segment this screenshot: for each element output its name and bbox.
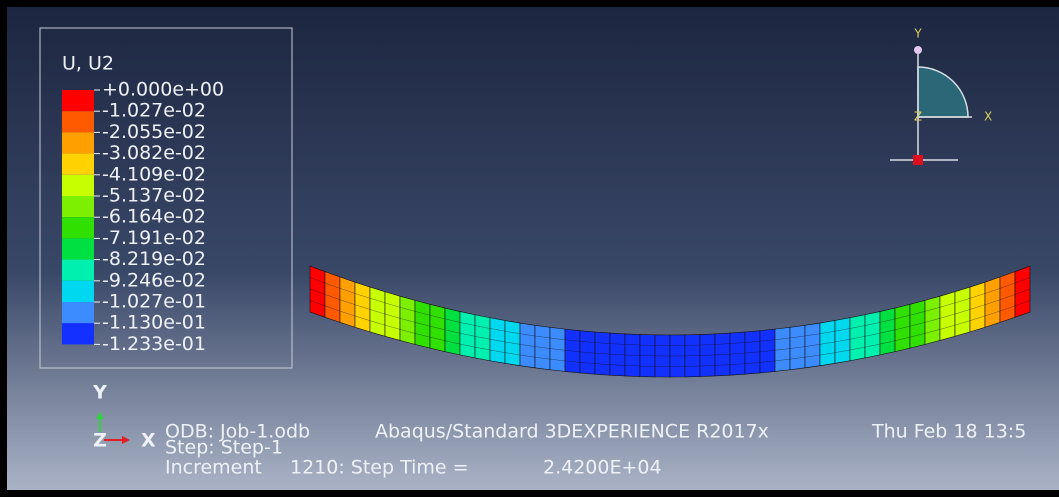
increment-label: Increment (165, 457, 262, 479)
legend-label: -2.055e-02 (102, 121, 206, 143)
legend-label: -8.219e-02 (102, 248, 206, 270)
legend-title: U, U2 (62, 53, 114, 75)
solver: Abaqus/Standard 3DEXPERIENCE R2017x (375, 421, 769, 443)
legend-label: -1.027e-02 (102, 100, 206, 122)
legend-label: +0.000e+00 (102, 79, 224, 101)
legend-swatch (62, 90, 94, 111)
legend-label: -7.191e-02 (102, 227, 206, 249)
triad-label-z: Z (93, 430, 107, 452)
view-node (914, 46, 922, 54)
step: Step: Step-1 (165, 437, 283, 459)
legend-label: -3.082e-02 (102, 142, 206, 164)
legend-swatch (62, 175, 94, 196)
page: U, U2 +0.000e+00-1.027e-02-2.055e-02-3.0… (0, 0, 1059, 497)
date: Thu Feb 18 13:5 (871, 421, 1026, 443)
legend: +0.000e+00-1.027e-02-2.055e-02-3.082e-02… (62, 79, 224, 355)
legend-swatch (62, 132, 94, 153)
step-time: 2.4200E+04 (543, 457, 662, 479)
legend-swatch (62, 217, 94, 238)
legend-swatch (62, 111, 94, 132)
legend-label: -1.233e-01 (102, 333, 206, 355)
legend-swatch (62, 196, 94, 217)
triad-label-x: X (141, 430, 156, 452)
view-label-x: X (984, 110, 992, 124)
legend-label: -6.164e-02 (102, 206, 206, 228)
triad-label-y: Y (92, 382, 107, 404)
legend-swatch (62, 302, 94, 323)
legend-swatch (62, 238, 94, 259)
legend-swatch (62, 281, 94, 302)
view-label-y: Y (913, 27, 922, 41)
legend-label: -4.109e-02 (102, 163, 206, 185)
view-label-z: Z (914, 110, 922, 124)
increment: 1210: Step Time = (290, 457, 469, 479)
legend-swatch (62, 260, 94, 281)
legend-label: -9.246e-02 (102, 269, 206, 291)
viewport: U, U2 +0.000e+00-1.027e-02-2.055e-02-3.0… (0, 0, 1059, 497)
legend-label: -1.027e-01 (102, 291, 206, 313)
view-support (913, 155, 923, 165)
legend-label: -1.130e-01 (102, 312, 206, 334)
legend-label: -5.137e-02 (102, 185, 206, 207)
legend-swatch (62, 154, 94, 175)
legend-swatch (62, 323, 94, 344)
